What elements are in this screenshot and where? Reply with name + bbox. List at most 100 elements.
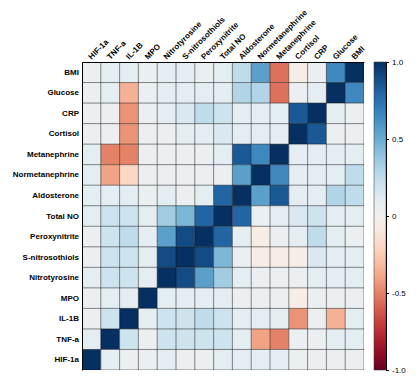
cell [176,247,195,268]
tick: Total NO [46,212,82,221]
tick: IL-1B [59,314,82,323]
cell [308,83,327,104]
grid-line [213,62,214,370]
cell [195,288,214,309]
cell [176,267,195,288]
cell [120,247,139,268]
cell [214,62,233,83]
tick-mark [386,293,389,294]
cell [195,349,214,370]
tick-label: Peroxynitrite [30,232,79,241]
cell [232,329,251,350]
cell [289,62,308,83]
cell [157,124,176,145]
cell [101,226,120,247]
cell [289,247,308,268]
cell [270,308,289,329]
cell [120,165,139,186]
cell [195,144,214,165]
cell [232,247,251,268]
cell [82,103,101,124]
grid-line [100,62,101,370]
cell [289,144,308,165]
cell [195,206,214,227]
grid-line [82,185,364,186]
tick-label: 1.0 [392,58,404,67]
grid-line [82,82,364,83]
tick-mark [386,62,389,63]
cell [82,349,101,370]
cell [232,165,251,186]
tick-mark [386,370,389,371]
grid-line [82,349,364,350]
grid [82,62,364,370]
grid-line [82,370,364,371]
colorbar-axis: -1.0-0.500.51.0 [386,58,406,375]
cell [326,288,345,309]
cell [251,288,270,309]
tick-label: MPO [143,42,162,61]
cell [326,62,345,83]
tick-label: -0.5 [392,289,406,298]
cell [345,206,364,227]
tick-label: BMI [350,45,367,62]
cell [138,267,157,288]
y-axis: BMIGlucoseCRPCortisolMetanephrineNormeta… [13,63,83,371]
axis-line [387,63,390,371]
x-axis: HIF-1aTNF-aIL-1BMPONitrotyrosineS-nitros… [83,8,367,63]
cell [345,83,364,104]
tick: Metanephrine [27,150,82,159]
grid-line [157,62,158,370]
tick-label: Nitrotyrosine [29,273,79,282]
cell [289,83,308,104]
cell [120,103,139,124]
cell [251,165,270,186]
grid-line [82,328,364,329]
cell [101,185,120,206]
cell [138,185,157,206]
cell [101,165,120,186]
cell [82,267,101,288]
cell [345,103,364,124]
cell [120,83,139,104]
cell [289,206,308,227]
cell [308,62,327,83]
cell [195,329,214,350]
chart: HIF-1aTNF-aIL-1BMPONitrotyrosineS-nitros… [0,0,420,380]
cell [82,124,101,145]
grid-line [82,205,364,206]
cell [138,83,157,104]
tick: 1.0 [386,58,404,67]
cell [326,308,345,329]
tick-label: Glucose [47,88,79,97]
cell [214,349,233,370]
cell [101,329,120,350]
cell [195,226,214,247]
grid-line [82,164,364,165]
cell [82,165,101,186]
tick: CRP [62,109,82,118]
tick: HIF-1a [55,355,82,364]
cell [270,349,289,370]
cell [232,308,251,329]
cell [138,226,157,247]
grid-line [82,123,364,124]
tick: IL-1B [124,41,145,62]
cell [195,185,214,206]
cell [251,206,270,227]
cell [176,144,195,165]
cell [138,124,157,145]
cell [308,267,327,288]
cell [138,288,157,309]
tick-mark [386,139,389,140]
grid-line [270,62,271,370]
cell [345,329,364,350]
cell [195,83,214,104]
cell [251,144,270,165]
cell [289,308,308,329]
cell [195,124,214,145]
cell [120,288,139,309]
grid-line [82,62,364,63]
cell [120,185,139,206]
cell [270,206,289,227]
